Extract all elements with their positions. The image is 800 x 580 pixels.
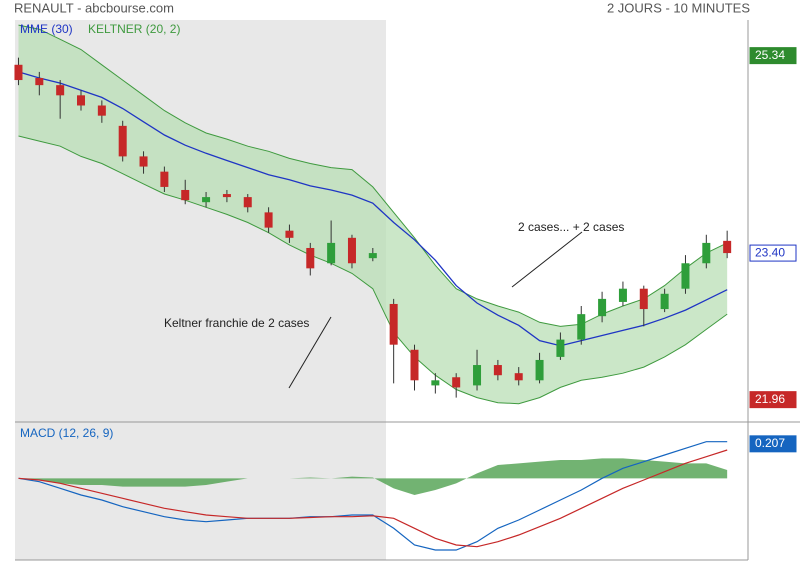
candle-body <box>243 197 252 208</box>
price-badge <box>749 244 797 262</box>
candle-body <box>181 189 190 201</box>
candle-body <box>535 359 544 381</box>
candle-body <box>493 365 502 376</box>
candle-body <box>202 197 211 203</box>
candle-body <box>556 339 565 357</box>
price-badge <box>749 435 797 453</box>
annotation: 2 cases... + 2 cases <box>518 220 624 234</box>
legend-macd: MACD (12, 26, 9) <box>20 426 113 440</box>
candle-body <box>264 212 273 228</box>
axis-labels: 25.34 23.40 21.96 0.207 <box>749 47 797 453</box>
candle-body <box>285 230 294 238</box>
plot-area <box>14 24 732 551</box>
candle-body <box>222 194 231 198</box>
candle-body <box>306 247 315 269</box>
price-badge-label: 25.34 <box>755 48 785 62</box>
legend-keltner: KELTNER (20, 2) <box>88 22 180 36</box>
price-badge <box>749 47 797 65</box>
candle-body <box>327 242 336 264</box>
keltner-upper <box>18 24 728 327</box>
annotation-line <box>288 316 332 389</box>
macd-line <box>18 441 728 551</box>
candle-body <box>118 125 127 157</box>
candle-body <box>139 156 148 167</box>
candle-body <box>723 240 732 254</box>
keltner-band <box>18 25 728 404</box>
candle-body <box>160 171 169 187</box>
candle-body <box>598 298 607 317</box>
price-badge <box>749 391 797 409</box>
macd-histogram <box>18 458 728 495</box>
candle-body <box>97 105 106 116</box>
price-badge-label: 23.40 <box>755 245 785 259</box>
mme-line <box>18 71 728 347</box>
candle-body <box>77 95 86 106</box>
candle-body <box>618 288 627 302</box>
candle-body <box>389 303 398 345</box>
candle-body <box>514 373 523 381</box>
candle-body <box>702 242 711 264</box>
chart-title: RENAULT - abcbourse.com <box>14 0 174 15</box>
candle-body <box>639 288 648 310</box>
candle-body <box>473 365 482 386</box>
chart-subtitle: 2 JOURS - 10 MINUTES <box>607 0 750 15</box>
price-badge-label: 0.207 <box>755 436 785 450</box>
candle-body <box>347 237 356 264</box>
candle-body <box>577 314 586 340</box>
annotation-line <box>511 231 583 288</box>
candle-body <box>410 349 419 381</box>
candle-body <box>452 377 461 388</box>
annotation: Keltner franchie de 2 cases <box>164 316 309 330</box>
price-badge-label: 21.96 <box>755 392 785 406</box>
keltner-lower <box>18 135 728 405</box>
candle-body <box>660 293 669 310</box>
candle-body <box>681 263 690 289</box>
candle-body <box>431 380 440 386</box>
macd-line <box>18 449 728 548</box>
candle-body <box>35 78 44 86</box>
legend-mme: MME (30) <box>20 22 73 36</box>
candle-body <box>56 85 65 96</box>
candle-body <box>14 64 23 81</box>
candle-body <box>368 253 377 259</box>
